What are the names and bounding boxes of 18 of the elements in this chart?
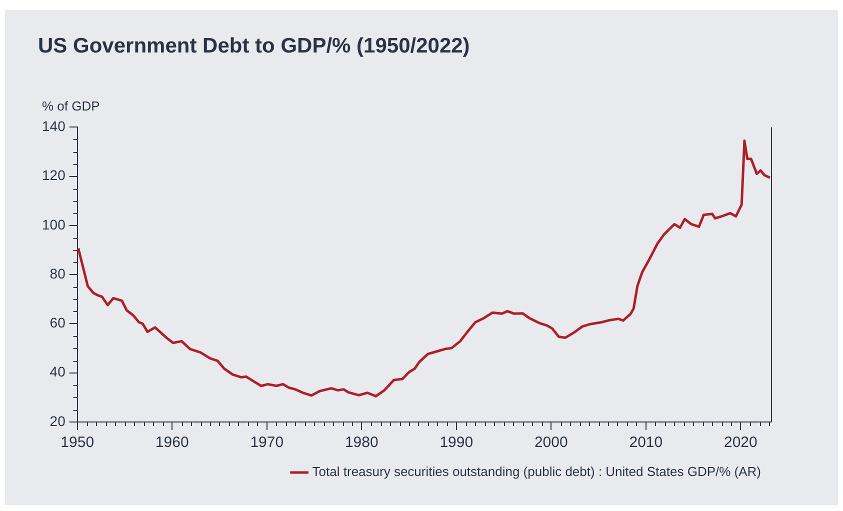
legend-label: Total treasury securities outstanding (public debt) : United States GDP/% (AR) [312, 464, 762, 480]
y-tick-label: 20 [50, 412, 66, 429]
x-tick-label: 1950 [60, 434, 94, 452]
y-axis-title: % of GDP [42, 98, 100, 114]
x-tick-label: 2000 [534, 434, 568, 452]
y-tick-label: 80 [50, 265, 66, 282]
x-tick-label: 1970 [250, 434, 284, 452]
y-tick-label: 40 [50, 364, 66, 380]
y-tick-label: 100 [42, 216, 66, 232]
x-tick-label: 1960 [155, 434, 189, 452]
y-tick-label: 60 [50, 314, 66, 331]
x-tick-label: 2010 [629, 434, 663, 452]
x-tick-label: 1990 [440, 434, 474, 452]
x-tick-label: 1980 [344, 434, 378, 452]
y-tick-label: 120 [42, 167, 66, 184]
chart-title: US Government Debt to GDP/% (1950/2022) [38, 34, 470, 58]
x-tick-label: 2020 [724, 434, 758, 452]
y-tick-label: 140 [42, 118, 66, 134]
